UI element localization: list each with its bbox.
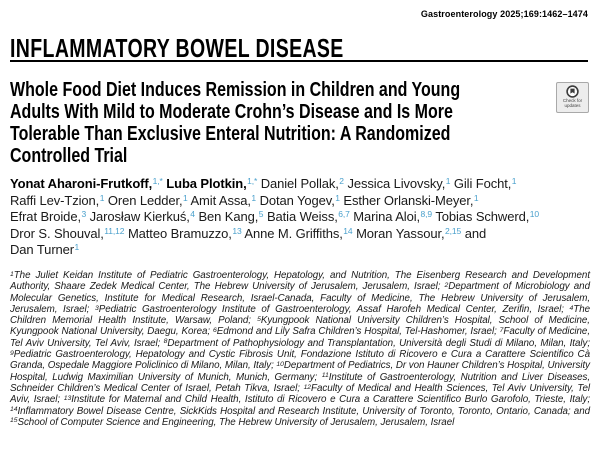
author-name: Dan Turner [10, 242, 75, 257]
author-line: Raffi Lev-Tzion,1 Oren Ledder,1 Amit Ass… [10, 193, 590, 210]
author-name: Raffi Lev-Tzion, [10, 192, 100, 208]
author-name: Esther Orlanski-Meyer, [343, 192, 474, 208]
affiliation-number: 2 [444, 281, 449, 289]
author-affiliation-superscript: 5 [258, 209, 264, 220]
affiliation-number: 6 [213, 327, 217, 335]
author-affiliation-superscript: 1 [511, 176, 517, 187]
author-name: Luba Plotkin, [166, 176, 247, 191]
author-name: Oren Ledder, [107, 192, 183, 208]
affiliation-number: 13 [63, 394, 72, 402]
affiliation-number: 1 [10, 270, 14, 278]
affiliation-number: 3 [94, 304, 99, 312]
affiliation-text: The Children Memorial Health Institute, … [10, 303, 590, 327]
author-name: and [464, 225, 487, 241]
author-line: Efrat Broide,3 Jarosław Kierkuś,4 Ben Ka… [10, 209, 590, 226]
author-name: Tobias Schwerd, [435, 209, 530, 224]
author-affiliation-superscript: 1,* [152, 176, 163, 187]
affiliation-text: Kyungpook National University Children’s… [10, 315, 590, 338]
affiliation-text: Edmond and Lily Safra Children’s Hospita… [216, 326, 500, 338]
author-affiliation-superscript: 14 [343, 225, 353, 236]
author-affiliation-superscript: 1,* [247, 176, 258, 187]
affiliation-text: Inflammatory Bowel Disease Centre, SickK… [17, 405, 590, 417]
author-line: Dror S. Shouval,11,12 Matteo Bramuzzo,13… [10, 226, 590, 243]
author-name: Ben Kang, [198, 209, 259, 224]
author-affiliation-superscript: 6,7 [338, 209, 350, 220]
title-line: Tolerable Than Exclusive Enteral Nutriti… [10, 123, 573, 145]
affiliation-number: 14 [10, 406, 18, 414]
author-affiliation-superscript: 3 [81, 209, 87, 220]
author-name: Matteo Bramuzzo, [127, 225, 232, 241]
crossmark-icon [566, 85, 579, 98]
affiliation-number: 9 [10, 349, 14, 357]
header-rule [10, 60, 588, 62]
affiliation-text: Pediatric Gastroenterology, Hepatology a… [10, 349, 590, 372]
author-affiliation-superscript: 1 [183, 192, 188, 203]
author-affiliation-superscript: 2 [339, 176, 344, 187]
affiliation-text: Faculty of Medicine, Tel Aviv University… [10, 326, 591, 349]
affiliation-number: 7 [499, 327, 504, 335]
article-title: Whole Food Diet Induces Remission in Chi… [10, 79, 573, 167]
title-line: Adults With Mild to Moderate Crohn’s Dis… [10, 101, 573, 123]
affiliation-text: Institute for Maternal and Child Health,… [71, 394, 591, 406]
author-name: Marina Aloi, [353, 209, 421, 224]
title-line: Whole Food Diet Induces Remission in Chi… [10, 79, 573, 101]
affiliation-text: Institute of Gastroenterology, Nutrition… [10, 371, 591, 394]
affiliation-number: 12 [303, 383, 312, 391]
affiliation-text: School of Computer Science and Engineeri… [17, 416, 455, 428]
affiliation-text: The Juliet Keidan Institute of Pediatric… [10, 270, 590, 293]
affiliation-number: 4 [569, 304, 574, 312]
affiliation-number: 15 [10, 417, 18, 425]
affiliation-text: Department of Pathophysiology and Transp… [167, 337, 590, 349]
author-name: Jarosław Kierkuś, [89, 209, 190, 224]
affiliation-number: 10 [276, 361, 284, 368]
check-for-updates-badge[interactable]: Check for updates [556, 82, 589, 113]
author-affiliation-superscript: 2,15 [445, 225, 462, 236]
author-affiliation-superscript: 1 [335, 192, 340, 203]
journal-citation: Gastroenterology 2025;169:1462–1474 [420, 9, 588, 19]
author-affiliation-superscript: 8,9 [420, 209, 433, 220]
author-name: Batia Weiss, [266, 209, 338, 224]
affiliation-text: Pediatric Gastroenterology Institute of … [98, 303, 570, 315]
author-name: Yonat Aharoni-Frutkoff, [10, 176, 153, 191]
author-name: Daniel Pollak, [260, 176, 339, 191]
title-line-text: Adults With Mild to Moderate Crohn’s Dis… [10, 101, 453, 123]
affiliations: 1The Juliet Keidan Institute of Pediatri… [10, 270, 590, 428]
author-name: Anne M. Griffiths, [244, 225, 343, 241]
author-name: Amit Assa, [190, 192, 251, 208]
author-affiliation-superscript: 1 [99, 192, 105, 203]
author-name: Jessica Livovsky, [347, 176, 446, 191]
author-line: Yonat Aharoni-Frutkoff,1,* Luba Plotkin,… [10, 176, 590, 193]
author-affiliation-superscript: 1 [74, 242, 80, 253]
affiliation-text: Faculty of Medical and Health Sciences, … [10, 382, 590, 406]
author-affiliation-superscript: 10 [529, 209, 539, 220]
affiliation-text: Department of Pediatrics, Dr von Hauner … [10, 360, 590, 383]
author-line: Dan Turner1 [10, 242, 590, 259]
author-list: Yonat Aharoni-Frutkoff,1,* Luba Plotkin,… [10, 176, 590, 259]
affiliation-number: 8 [163, 338, 168, 346]
author-affiliation-superscript: 4 [190, 209, 195, 220]
title-line: Controlled Trial [10, 145, 573, 167]
title-line-text: Tolerable Than Exclusive Enteral Nutriti… [10, 123, 451, 145]
author-name: Dror S. Shouval, [10, 225, 104, 241]
title-line-text: Controlled Trial [10, 145, 128, 167]
author-name: Dotan Yogev, [259, 192, 335, 208]
title-line-text: Whole Food Diet Induces Remission in Chi… [10, 79, 461, 101]
author-name: Efrat Broide, [10, 209, 81, 224]
author-name: Gili Focht, [453, 176, 512, 191]
author-affiliation-superscript: 13 [232, 225, 242, 236]
affiliation-number: 5 [257, 315, 261, 323]
author-affiliation-superscript: 11,12 [104, 225, 125, 236]
affiliation-text: Department of Microbiology and Molecular… [10, 281, 590, 315]
author-name: Moran Yassour, [356, 225, 445, 241]
affiliation-number: 11 [321, 372, 329, 380]
section-header: INFLAMMATORY BOWEL DISEASE [10, 33, 344, 63]
author-affiliation-superscript: 1 [473, 192, 479, 203]
author-affiliation-superscript: 1 [251, 192, 257, 203]
author-affiliation-superscript: 1 [445, 176, 451, 187]
check-for-updates-label: Check for updates [562, 98, 583, 108]
